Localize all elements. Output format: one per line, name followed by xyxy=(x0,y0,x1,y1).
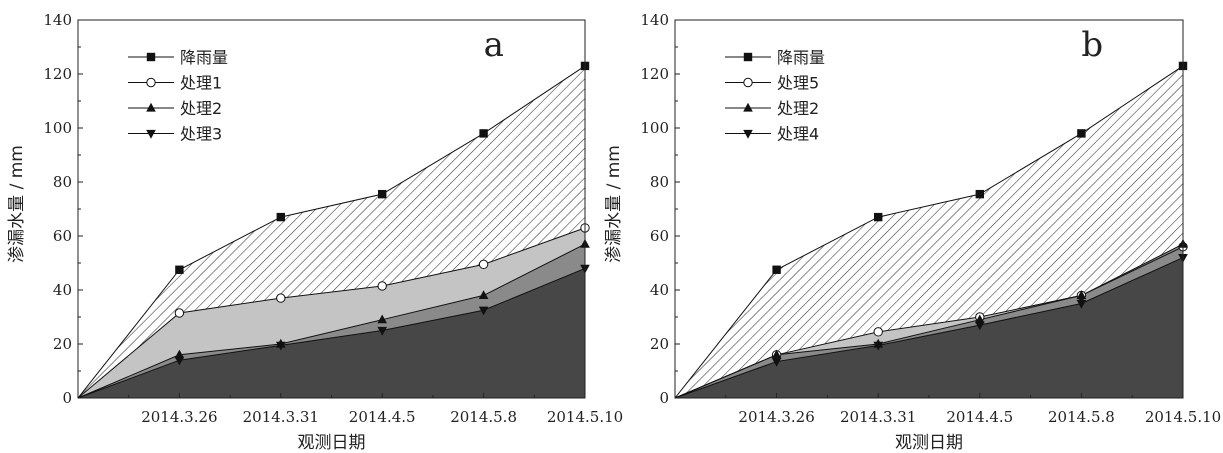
panel-b-legend-label-0: 降雨量 xyxy=(777,48,825,67)
panel-a-y-tick-label-7: 140 xyxy=(43,11,72,29)
panel-b-series-line-0 xyxy=(674,65,1184,399)
panel-b-x-tick-label-5: 2014.5.10 xyxy=(1145,408,1221,426)
panel-b-point-3-3 xyxy=(975,321,985,331)
panel-a-x-axis-title: 观测日期 xyxy=(298,433,366,453)
panel-b-series-lines xyxy=(674,65,1184,399)
panel-b-series-line-2 xyxy=(674,243,1184,399)
panel-b-point-3-1 xyxy=(771,357,782,367)
panel-b-y-tick-label-3: 60 xyxy=(650,227,669,245)
panel-b-y-tick-label-6: 120 xyxy=(640,65,669,83)
panel-b-y-tick-label-4: 80 xyxy=(650,173,669,191)
panel-b-point-0-4 xyxy=(1077,129,1086,138)
panel-a-legend-marker-2 xyxy=(146,102,156,112)
panel-a-x-tick-label-4: 2014.5.8 xyxy=(450,408,517,426)
panel-a-y-tick-label-2: 40 xyxy=(53,281,72,299)
panel-b-y-tick-label-1: 20 xyxy=(650,335,669,353)
panel-a-y-tick-label-3: 60 xyxy=(53,227,72,245)
panel-b-point-2-4 xyxy=(1076,290,1087,299)
panel-b-legend-marker-1 xyxy=(743,77,753,88)
panel-a-x-tick-label-3: 2014.4.5 xyxy=(349,408,416,426)
panel-a-area-3 xyxy=(78,268,585,398)
panel-a-point-0-2 xyxy=(276,212,285,222)
panel-b-point-0-2 xyxy=(874,212,883,222)
panel-b-legend-label-3: 处理4 xyxy=(777,125,819,144)
panel-a-legend-marker-0 xyxy=(146,52,156,62)
panel-a-point-3-1 xyxy=(174,356,185,366)
panel-a-series-line-1 xyxy=(77,227,586,399)
panel-b-point-2-3 xyxy=(975,314,985,324)
panel-a-legend-label-0: 降雨量 xyxy=(180,48,228,67)
panel-a-point-1-3 xyxy=(377,281,387,291)
panel-b-legend-label-1: 处理5 xyxy=(777,74,819,93)
panel-b-point-3-4 xyxy=(1076,299,1087,309)
panel-a-series-line-0 xyxy=(77,65,586,399)
panel-a-y-axis: 0 20 40 60 80 100 120 140 xyxy=(43,11,83,407)
panel-b-point-0-1 xyxy=(772,265,781,274)
panel-b-areas xyxy=(675,65,1183,399)
panel-b-x-axis-title: 观测日期 xyxy=(895,433,963,453)
panel-a-y-tick-label-6: 120 xyxy=(43,65,72,83)
panel-a-y-tick-label-1: 20 xyxy=(53,335,72,353)
panel-b-point-3-2 xyxy=(873,341,883,351)
panel-a-x-axis: 2014.3.26 2014.3.31 2014.4.5 2014.5.8 2014.5… xyxy=(77,393,623,426)
panel-b-y-tick-label-0: 0 xyxy=(659,389,669,407)
panel-a-x-tick-label-1: 2014.3.26 xyxy=(141,408,217,426)
panel-b-point-2-1 xyxy=(771,349,782,359)
panel-b-y-axis-title: 渗漏水量 / mm xyxy=(604,145,624,263)
panel-a-point-2-4 xyxy=(478,290,489,299)
panel-b-legend-marker-2 xyxy=(743,102,753,112)
panel-a-x-tick-label-5: 2014.5.10 xyxy=(547,408,623,426)
panel-b-legend-marker-3 xyxy=(743,129,753,139)
panel-a-legend-marker-3 xyxy=(146,129,156,139)
panel-a-point-1-2 xyxy=(276,293,286,303)
panel-a-point-3-2 xyxy=(276,341,286,351)
panel-a-point-3-4 xyxy=(478,306,489,316)
panel-b-series-line-3 xyxy=(674,257,1184,399)
panel-a-label: a xyxy=(484,25,504,65)
panel-a-legend-label-3: 处理3 xyxy=(180,125,222,144)
panel-b-point-1-2 xyxy=(873,327,883,337)
panel-a-y-axis-title: 渗漏水量 / mm xyxy=(7,145,27,263)
panel-b-area-3 xyxy=(675,257,1183,398)
panel-a-point-0-1 xyxy=(175,265,184,274)
panel-a-point-0-4 xyxy=(479,129,488,138)
panel-a-series-lines xyxy=(77,65,586,399)
panel-b-y-tick-label-7: 140 xyxy=(640,11,669,29)
panel-b-legend-marker-0 xyxy=(743,52,753,62)
panel-a-point-0-3 xyxy=(378,189,387,199)
panel-a-legend-marker-1 xyxy=(146,77,156,88)
panel-a-point-2-3 xyxy=(377,314,387,324)
panel-a-y-tick-label-0: 0 xyxy=(62,389,72,407)
panel-a-point-1-1 xyxy=(174,308,185,318)
panel-b-x-axis: 2014.3.26 2014.3.31 2014.4.5 2014.5.8 2014.5… xyxy=(674,393,1221,426)
panel-b-y-tick-label-5: 100 xyxy=(640,119,669,137)
panel-b-y-axis: 0 20 40 60 80 100 120 140 xyxy=(640,11,680,407)
panel-b-x-tick-label-3: 2014.4.5 xyxy=(946,408,1013,426)
panel-a-x-tick-label-2: 2014.3.31 xyxy=(243,408,319,426)
panel-b-x-tick-label-1: 2014.3.26 xyxy=(738,408,814,426)
panel-b-x-tick-label-4: 2014.5.8 xyxy=(1048,408,1115,426)
panel-a-legend-label-2: 处理2 xyxy=(180,99,222,118)
panel-b-y-tick-label-2: 40 xyxy=(650,281,669,299)
panel-a-series-line-3 xyxy=(77,267,586,399)
panel-a-point-2-1 xyxy=(174,349,185,359)
panel-a-series-line-2 xyxy=(77,243,586,399)
panel-a-point-3-3 xyxy=(377,326,387,336)
panel-a-legend-label-1: 处理1 xyxy=(180,74,222,93)
panel-a-areas xyxy=(78,65,585,399)
panel-a-point-1-4 xyxy=(478,259,489,270)
panel-a-y-tick-label-5: 100 xyxy=(43,119,72,137)
panel-a-y-tick-label-4: 80 xyxy=(53,173,72,191)
panel-b-point-0-3 xyxy=(975,189,984,199)
panel-b-label: b xyxy=(1081,25,1103,65)
panel-b-legend-label-2: 处理2 xyxy=(777,99,819,118)
panel-b-x-tick-label-2: 2014.3.31 xyxy=(840,408,916,426)
